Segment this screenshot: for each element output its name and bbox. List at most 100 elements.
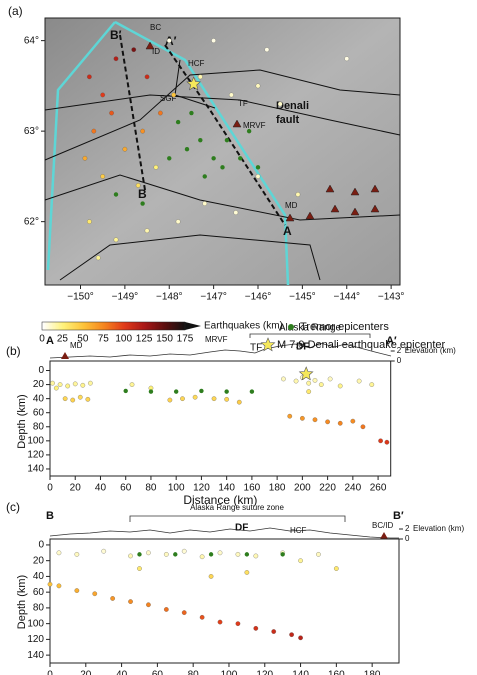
colorbar-segment — [104, 322, 107, 330]
colorbar-segment — [123, 322, 126, 330]
earthquake — [233, 210, 239, 215]
colorbar-segment — [124, 322, 127, 330]
colorbar-segment — [133, 322, 136, 330]
earthquake — [316, 552, 321, 557]
plot-frame — [49, 538, 400, 664]
y-tick-label: 140 — [27, 650, 44, 661]
fault-label: TF — [250, 343, 262, 354]
colorbar-segment — [67, 322, 70, 330]
colorbar-segment — [106, 322, 109, 330]
panel-label: (a) — [8, 4, 23, 18]
x-tick-label: 40 — [116, 670, 128, 675]
earthquake — [306, 389, 312, 394]
earthquake — [77, 394, 83, 400]
colorbar-tick-label: 100 — [115, 334, 132, 345]
x-tick-label: 60 — [120, 483, 132, 494]
x-tick-label: 200 — [294, 483, 311, 494]
colorbar-segment — [102, 322, 104, 330]
volcanoes — [145, 41, 380, 222]
earthquake — [337, 383, 343, 389]
colorbar-segment — [92, 322, 94, 330]
colorbar-segment — [114, 322, 117, 330]
tremor — [140, 201, 145, 206]
colorbar-segment — [73, 322, 76, 330]
earthquake — [53, 385, 59, 391]
colorbar-segment — [159, 322, 162, 330]
colorbar-segment — [107, 322, 110, 330]
y-tick-label: 80 — [33, 603, 45, 614]
y-tick-label: 140 — [27, 464, 44, 475]
tremor — [123, 388, 128, 394]
earthquake — [153, 164, 159, 170]
tremor — [208, 552, 214, 557]
earthquake — [378, 438, 383, 444]
colorbar-segment — [56, 322, 59, 330]
colorbar-segment — [74, 322, 77, 330]
fault-label: TF — [238, 99, 248, 108]
x-tick-label: 240 — [345, 483, 362, 494]
colorbar-segment — [163, 322, 166, 330]
colorbar-segment — [132, 322, 135, 330]
colorbar-segment — [97, 322, 100, 330]
colorbar-segment — [69, 322, 72, 330]
fault-label: fault — [276, 114, 300, 126]
tremor — [137, 552, 142, 557]
colorbar-segment — [87, 322, 90, 330]
colorbar-segment — [137, 322, 140, 330]
profile-c-annotations: (c) B B′ Alaska Range suture zone DF HCF… — [6, 500, 404, 535]
x-tick-label: 120 — [256, 670, 273, 675]
earthquake — [144, 74, 150, 80]
map-lines — [44, 20, 401, 286]
colorbar-segment — [169, 322, 172, 330]
legend-marker — [288, 324, 294, 330]
legend-label: Tremor epicenters — [300, 321, 389, 333]
colorbar-segment — [63, 322, 66, 330]
colorbar-segment — [52, 322, 54, 330]
profile-b-annotations: (b) A A′ MD MRVF TF DF Alaska Range — [6, 323, 397, 359]
y-tick-label: 120 — [27, 634, 44, 645]
earthquake — [56, 550, 62, 556]
y-axis-label: Depth (km) — [16, 575, 28, 629]
colorbar-segment — [49, 322, 52, 330]
x-tick-label: 140 — [218, 483, 235, 494]
x-tick-label: 100 — [168, 483, 185, 494]
range-label: Alaska Range — [279, 323, 342, 334]
colorbar-segment — [99, 322, 102, 330]
profile-end: B — [46, 510, 54, 522]
x-tick-label: −143° — [378, 292, 405, 303]
earthquake — [57, 382, 63, 387]
earthquake — [211, 396, 217, 401]
earthquake — [306, 380, 312, 386]
earthquake — [95, 255, 101, 261]
tremor — [224, 389, 229, 394]
colorbar-segment — [170, 322, 173, 330]
earthquake — [312, 417, 318, 423]
earthquake — [208, 574, 214, 579]
earthquake — [101, 548, 107, 554]
earthquake — [87, 219, 92, 224]
colorbar-segment — [130, 322, 133, 330]
colorbar-segment — [66, 322, 69, 330]
volcano-label: ID — [152, 47, 160, 56]
tremor — [175, 119, 181, 125]
earthquake — [146, 602, 151, 608]
y-tick-label: 20 — [33, 379, 45, 390]
earthquake — [356, 378, 362, 384]
earthquake — [369, 382, 375, 387]
earthquake — [113, 237, 119, 243]
y-tick-label: 40 — [33, 393, 45, 404]
colorbar-segment — [64, 322, 67, 330]
y2-tick-label: 0 — [397, 356, 402, 365]
colorbar-segment — [72, 322, 74, 330]
x-tick-label: 0 — [47, 483, 53, 494]
y-tick-label: 60 — [33, 587, 45, 598]
fault-label: HCF — [290, 526, 307, 535]
earthquake — [202, 201, 208, 206]
colorbar-segment — [93, 322, 96, 330]
earthquake — [199, 554, 205, 560]
x-tick-label: 20 — [70, 483, 82, 494]
colorbar-segment — [174, 322, 177, 330]
colorbar-label: Earthquakes (km) — [204, 321, 283, 332]
x-tick-label: −144° — [333, 292, 360, 303]
earthquake — [87, 74, 92, 80]
